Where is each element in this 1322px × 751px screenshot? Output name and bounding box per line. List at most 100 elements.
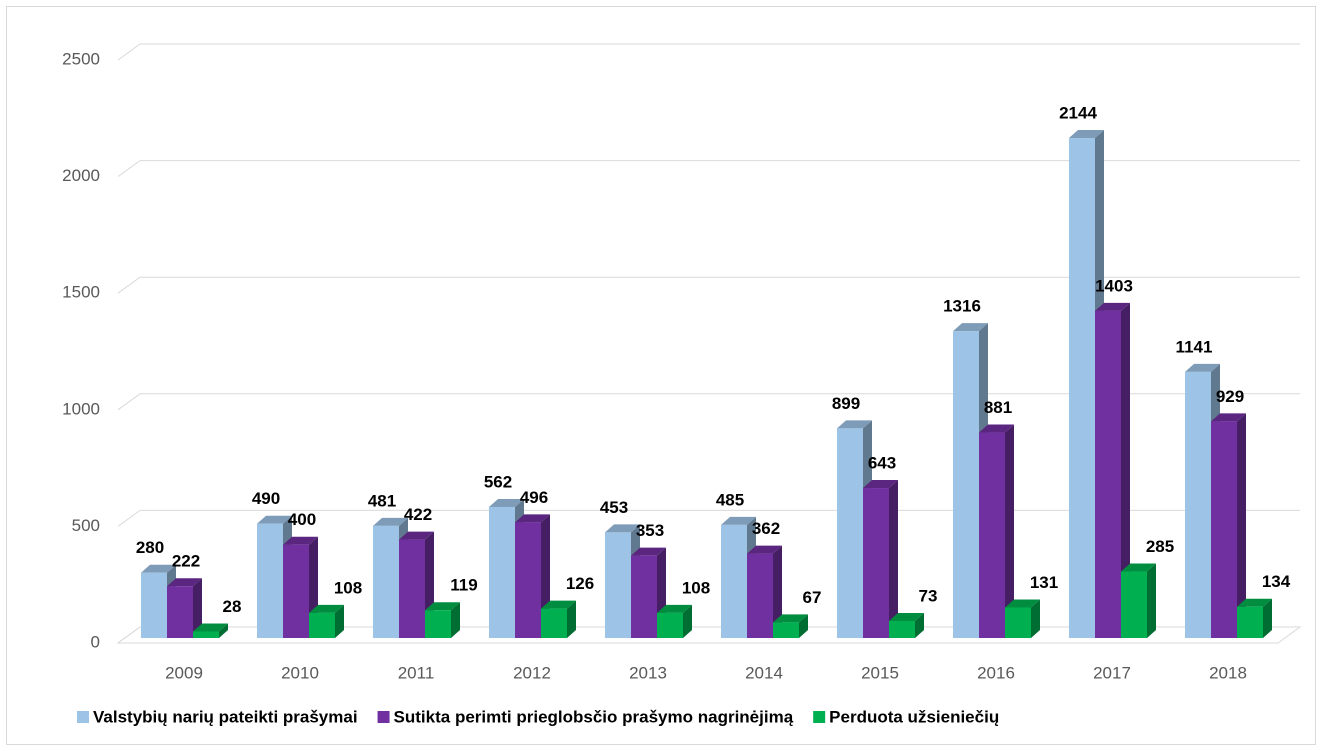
bar bbox=[1095, 302, 1130, 638]
grid-line-side bbox=[117, 276, 141, 294]
bar-top bbox=[863, 480, 898, 489]
value-label: 929 bbox=[1216, 387, 1244, 406]
value-label: 899 bbox=[832, 394, 860, 413]
value-label: 2144 bbox=[1059, 104, 1097, 123]
bar-top bbox=[1237, 598, 1272, 607]
bar-top bbox=[1095, 302, 1130, 311]
bar bbox=[747, 545, 782, 638]
value-label: 453 bbox=[600, 498, 628, 517]
value-label: 353 bbox=[636, 521, 664, 540]
value-label: 490 bbox=[252, 489, 280, 508]
bar-top bbox=[167, 578, 202, 587]
x-tick-label: 2011 bbox=[398, 663, 435, 682]
value-label: 562 bbox=[484, 472, 512, 491]
bar-front bbox=[773, 622, 799, 638]
bar-top bbox=[399, 531, 434, 540]
bar-side bbox=[915, 612, 924, 638]
value-label: 481 bbox=[368, 491, 396, 510]
y-tick-label: 2500 bbox=[62, 49, 100, 68]
x-tick-label: 2013 bbox=[629, 663, 667, 682]
bar-front bbox=[373, 525, 399, 638]
bar-front bbox=[837, 428, 863, 638]
bar-top bbox=[747, 545, 782, 554]
bar bbox=[863, 480, 898, 638]
bar-top bbox=[1121, 563, 1156, 572]
x-tick-label: 2016 bbox=[977, 663, 1015, 682]
bar-top bbox=[721, 516, 756, 525]
value-label: 126 bbox=[566, 574, 594, 593]
y-tick-label: 500 bbox=[72, 516, 100, 535]
bar bbox=[979, 424, 1014, 638]
bar-top bbox=[1211, 413, 1246, 422]
bar-side bbox=[889, 480, 898, 638]
bar-top bbox=[257, 515, 292, 524]
value-label: 134 bbox=[1262, 572, 1291, 591]
bar-front bbox=[605, 532, 631, 638]
value-label: 1316 bbox=[943, 297, 981, 316]
value-label: 485 bbox=[716, 490, 744, 509]
bar-side bbox=[773, 545, 782, 638]
bar-front bbox=[1069, 138, 1095, 638]
bar-top bbox=[889, 612, 924, 621]
bar-front bbox=[425, 610, 451, 638]
bar bbox=[1005, 599, 1040, 638]
bar-side bbox=[799, 614, 808, 638]
bar-front bbox=[889, 620, 915, 638]
value-label: 73 bbox=[919, 586, 938, 605]
bar bbox=[309, 604, 344, 638]
bar-top bbox=[1069, 130, 1104, 139]
bar-front bbox=[953, 331, 979, 638]
grid-line-side bbox=[117, 160, 141, 178]
y-tick-label: 1500 bbox=[62, 283, 100, 302]
bar-top bbox=[979, 424, 1014, 433]
x-tick-label: 2018 bbox=[1209, 663, 1247, 682]
bar-front bbox=[541, 608, 567, 638]
bar-front bbox=[515, 522, 541, 638]
bar-top bbox=[541, 600, 576, 609]
bar bbox=[889, 612, 924, 638]
grid-line-side bbox=[117, 626, 141, 644]
bar-front bbox=[309, 612, 335, 638]
bar-side bbox=[1263, 598, 1272, 638]
bar-front bbox=[631, 555, 657, 638]
value-label: 881 bbox=[984, 398, 1012, 417]
bar-side bbox=[1237, 413, 1246, 638]
bar-top bbox=[1185, 363, 1220, 372]
bar-front bbox=[399, 539, 425, 638]
bar bbox=[1237, 598, 1272, 638]
bar-top bbox=[953, 323, 988, 332]
grid-line-side bbox=[117, 43, 141, 61]
bar-front bbox=[1121, 571, 1147, 638]
x-tick-label: 2012 bbox=[513, 663, 551, 682]
legend-label: Sutikta perimti prieglobsčio prašymo nag… bbox=[394, 707, 794, 726]
value-label: 108 bbox=[334, 578, 362, 597]
bar bbox=[167, 578, 202, 638]
bar-front bbox=[257, 523, 283, 638]
bar bbox=[425, 602, 460, 638]
bar-front bbox=[193, 631, 219, 638]
bar-top bbox=[283, 536, 318, 545]
bar bbox=[657, 604, 692, 638]
bar bbox=[1211, 413, 1246, 638]
value-label: 1403 bbox=[1095, 276, 1133, 295]
x-tick-label: 2010 bbox=[281, 663, 319, 682]
bar-top bbox=[309, 604, 344, 613]
bar-front bbox=[1211, 421, 1237, 638]
bar-top bbox=[373, 517, 408, 526]
bar-front bbox=[979, 432, 1005, 638]
bar bbox=[1121, 563, 1156, 638]
value-label: 108 bbox=[682, 578, 710, 597]
bar-side bbox=[451, 602, 460, 638]
bar-top bbox=[141, 564, 176, 573]
value-label: 285 bbox=[1146, 537, 1174, 556]
bar-side bbox=[1005, 424, 1014, 638]
value-label: 1141 bbox=[1176, 337, 1213, 356]
value-label: 422 bbox=[404, 505, 432, 524]
bar-top bbox=[489, 498, 524, 507]
value-label: 496 bbox=[520, 488, 548, 507]
grid-line-side bbox=[117, 393, 141, 411]
value-label: 131 bbox=[1030, 573, 1058, 592]
bar-side bbox=[1147, 563, 1156, 638]
x-tick-label: 2009 bbox=[165, 663, 203, 682]
legend-swatch bbox=[377, 711, 390, 723]
